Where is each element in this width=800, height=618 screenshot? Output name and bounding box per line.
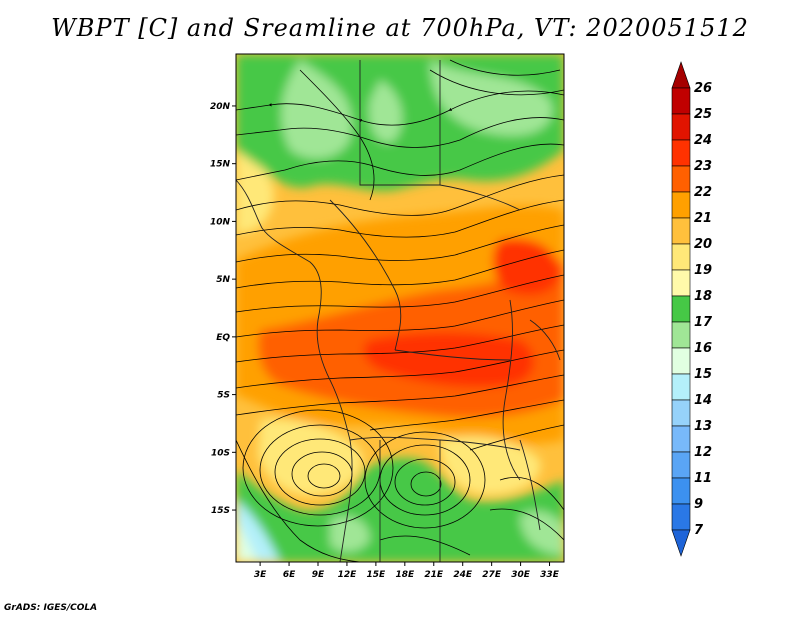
lon-tick-label: 6E [283, 570, 296, 580]
colorbar-segment [671, 321, 691, 349]
colorbar-segment [671, 269, 691, 297]
lon-tick-label: 33E [540, 570, 560, 580]
lon-tick-label: 27E [482, 570, 502, 580]
lat-tick-label: 15S [211, 506, 230, 516]
colorbar-segment [671, 295, 691, 323]
lat-tick-label: 20N [210, 102, 231, 112]
lat-tick-label: 10N [210, 217, 231, 227]
colorbar-label: 7 [694, 523, 704, 538]
colorbar-segment [671, 477, 691, 505]
colorbar-label: 13 [694, 419, 712, 434]
colorbar-label: 9 [694, 497, 703, 512]
credit-label: GrADS: IGES/COLA [4, 603, 98, 613]
lon-tick-label: 30E [511, 570, 531, 580]
lon-tick-label: 18E [395, 570, 415, 580]
colorbar-segment [671, 243, 691, 271]
latitude-axis: 20N 15N 10N 5N EQ 5S 10S 15S [210, 102, 236, 516]
lon-tick-label: 24E [453, 570, 473, 580]
lat-tick-label: 5N [216, 275, 230, 285]
lat-tick-label: 5S [217, 391, 230, 401]
colorbar-label: 11 [694, 471, 712, 486]
lon-tick-label: 12E [338, 570, 358, 580]
colorbar-label: 14 [694, 393, 712, 408]
boundaries [236, 60, 561, 562]
colorbar-label: 19 [694, 263, 712, 278]
colorbar-label: 18 [694, 289, 712, 304]
lon-tick-label: 15E [367, 570, 387, 580]
map-frame [235, 53, 565, 563]
longitude-axis: 3E 6E 9E 12E 15E 18E 21E 24E 27E 30E 33E [254, 562, 560, 580]
colorbar-label: 15 [694, 367, 712, 382]
colorbar-segment [671, 425, 691, 453]
colorbar-segment [671, 217, 691, 245]
colorbar-label: 12 [694, 445, 712, 460]
colorbar-label: 17 [694, 315, 713, 330]
colorbar-segment [671, 139, 691, 167]
colorbar-label: 23 [694, 159, 712, 174]
colorbar-arrow-bottom [671, 529, 691, 557]
colorbar-label: 25 [694, 107, 712, 122]
lat-tick-label: 10S [211, 448, 230, 458]
colorbar-arrow-top [671, 61, 691, 89]
colorbar-label: 22 [694, 185, 712, 200]
lon-tick-label: 9E [312, 570, 325, 580]
chart-title: WBPT [C] and Sreamline at 700hPa, VT: 20… [51, 14, 749, 42]
lat-tick-label: EQ [216, 333, 230, 343]
colorbar-label: 21 [694, 211, 712, 226]
colorbar-segment [671, 165, 691, 193]
lat-tick-label: 15N [210, 160, 231, 170]
colorbar-segment [671, 87, 691, 115]
colorbar-label: 20 [694, 237, 712, 252]
colorbar-segment [671, 113, 691, 141]
colorbar: 26 25 24 23 22 21 20 19 18 17 16 15 14 13 12 11 9 7 [671, 61, 713, 557]
colorbar-segment [671, 451, 691, 479]
colorbar-segment [671, 503, 691, 531]
colorbar-segment [671, 347, 691, 375]
colorbar-label: 24 [694, 133, 712, 148]
lon-tick-label: 21E [424, 570, 444, 580]
colorbar-segment [671, 191, 691, 219]
colorbar-label: 26 [694, 81, 712, 96]
colorbar-segment [671, 399, 691, 427]
colorbar-segment [671, 373, 691, 401]
lon-tick-label: 3E [254, 570, 267, 580]
colorbar-label: 16 [694, 341, 712, 356]
